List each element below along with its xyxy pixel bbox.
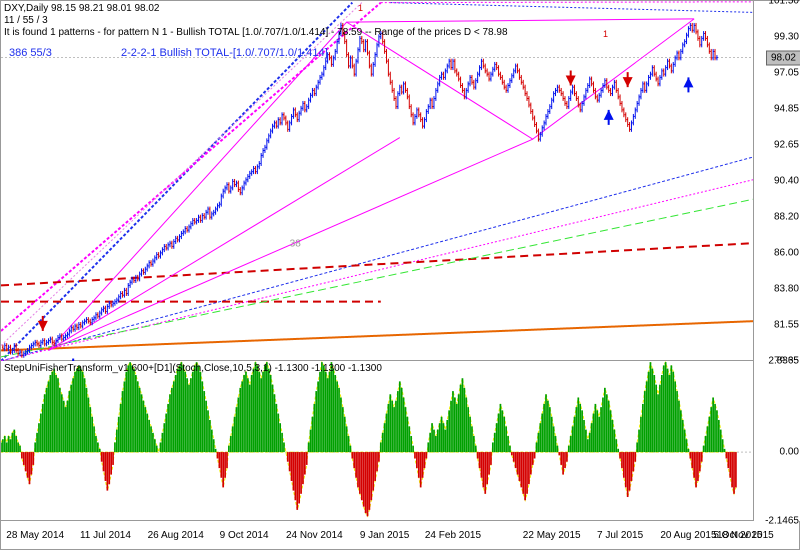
note-386: 386 55/3 <box>9 47 52 59</box>
price-plot: 38 1 1 DXY,Daily 98.15 98.21 98.01 98.02 1… <box>1 1 753 361</box>
indicator-y-axis: -2.14650.002.8365 <box>753 361 800 521</box>
svg-text:1: 1 <box>358 3 363 13</box>
svg-text:1: 1 <box>603 29 608 39</box>
chart-title-1: DXY,Daily 98.15 98.21 98.01 98.02 <box>4 3 160 14</box>
date-x-axis: 28 May 201411 Jul 201426 Aug 20149 Oct 2… <box>1 521 800 549</box>
indicator-svg <box>1 361 753 521</box>
price-svg: 38 1 1 <box>1 1 753 361</box>
indicator-title: StepUniFisherTransform_v1 600+[D1](Stoch… <box>4 363 382 374</box>
indicator-plot: StepUniFisherTransform_v1 600+[D1](Stoch… <box>1 361 753 521</box>
chart-container: 38 1 1 DXY,Daily 98.15 98.21 98.01 98.02 1… <box>0 0 800 550</box>
price-pane[interactable]: 38 1 1 DXY,Daily 98.15 98.21 98.01 98.02 1… <box>1 1 800 361</box>
svg-text:38: 38 <box>290 238 302 249</box>
current-price-label: 98.02 <box>766 50 800 65</box>
price-y-axis: 79.3581.5583.8086.0088.2090.4092.6594.85… <box>753 1 800 361</box>
chart-title-2: 11 / 55 / 3 <box>4 15 48 26</box>
chart-title-3: It is found 1 patterns - for pattern N 1… <box>4 27 508 38</box>
indicator-pane[interactable]: StepUniFisherTransform_v1 600+[D1](Stoch… <box>1 361 800 521</box>
note-pattern: 2-2-2-1 Bullish TOTAL-[1.0/.707/1.0/1.41… <box>121 47 328 59</box>
